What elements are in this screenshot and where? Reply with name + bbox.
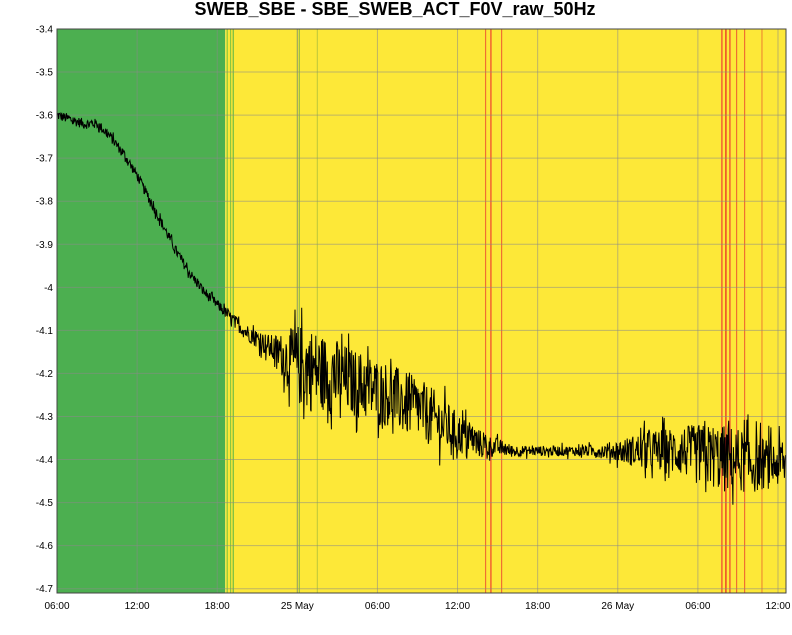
x-tick-label: 18:00 <box>525 601 550 612</box>
x-tick-label: 06:00 <box>44 601 69 612</box>
plot-frame <box>56 28 787 594</box>
y-tick-label: -4.1 <box>36 326 54 337</box>
x-tick-label: 25 May <box>281 601 314 612</box>
y-tick-label: -3.8 <box>36 197 54 208</box>
x-tick-label: 12:00 <box>765 601 790 612</box>
y-axis: -3.4 -3.5 -3.6 -3.7 -3.8 -3.9 -4 -4.1 -4.2 -4.3 -4… <box>36 25 54 596</box>
chart-title: SWEB_SBE - SBE_SWEB_ACT_F0V_raw_50Hz <box>194 0 595 19</box>
y-tick-label: -3.6 <box>36 111 54 122</box>
x-axis: 06:00 12:00 18:00 25 May 06:00 12:00 18:00 26 M… <box>44 601 790 612</box>
y-tick-label: -3.4 <box>36 25 54 36</box>
y-tick-label: -4.6 <box>36 541 54 552</box>
y-tick-label: -3.9 <box>36 240 54 251</box>
background-band <box>57 29 226 593</box>
x-tick-label: 12:00 <box>445 601 470 612</box>
data-series-line <box>56 112 787 505</box>
y-tick-label: -4 <box>44 283 53 294</box>
x-tick-label: 12:00 <box>125 601 150 612</box>
x-tick-label: 06:00 <box>365 601 390 612</box>
x-tick-label: 18:00 <box>205 601 230 612</box>
y-tick-label: -4.2 <box>36 369 54 380</box>
y-tick-label: -3.5 <box>36 68 54 79</box>
y-tick-label: -4.4 <box>36 455 54 466</box>
x-tick-label: 06:00 <box>685 601 710 612</box>
plot-area <box>56 28 787 594</box>
x-tick-label: 26 May <box>601 601 634 612</box>
y-tick-label: -4.5 <box>36 498 54 509</box>
y-tick-label: -4.7 <box>36 584 54 595</box>
y-tick-label: -4.3 <box>36 412 54 423</box>
background-band <box>225 29 786 593</box>
y-tick-label: -3.7 <box>36 154 54 165</box>
